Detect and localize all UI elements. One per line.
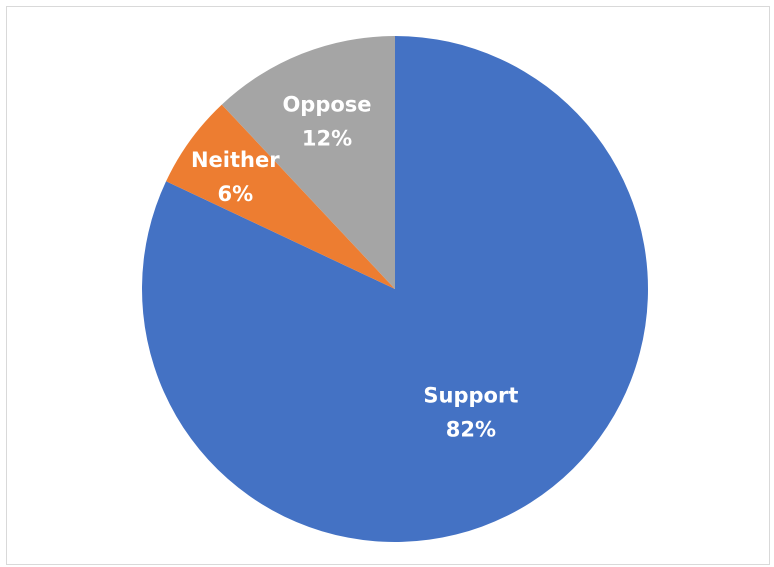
data-label-oppose: Oppose 12%: [282, 92, 371, 150]
pie-slice-neither: [166, 104, 395, 289]
data-label-neither: Neither 6%: [191, 148, 280, 206]
data-label-category: Support: [423, 384, 518, 408]
data-label-value: 12%: [302, 126, 352, 150]
data-label-category: Oppose: [282, 92, 371, 116]
pie-slice-oppose: [221, 36, 395, 289]
data-label-support: Support 82%: [423, 384, 518, 442]
data-label-value: 6%: [217, 182, 253, 206]
labels-layer: Support 82% Neither 6% Oppose 12%: [191, 92, 518, 441]
data-label-value: 82%: [446, 418, 496, 442]
pie-slice-support: [142, 36, 649, 542]
data-label-category: Neither: [191, 148, 280, 172]
slices-layer: [142, 36, 649, 542]
